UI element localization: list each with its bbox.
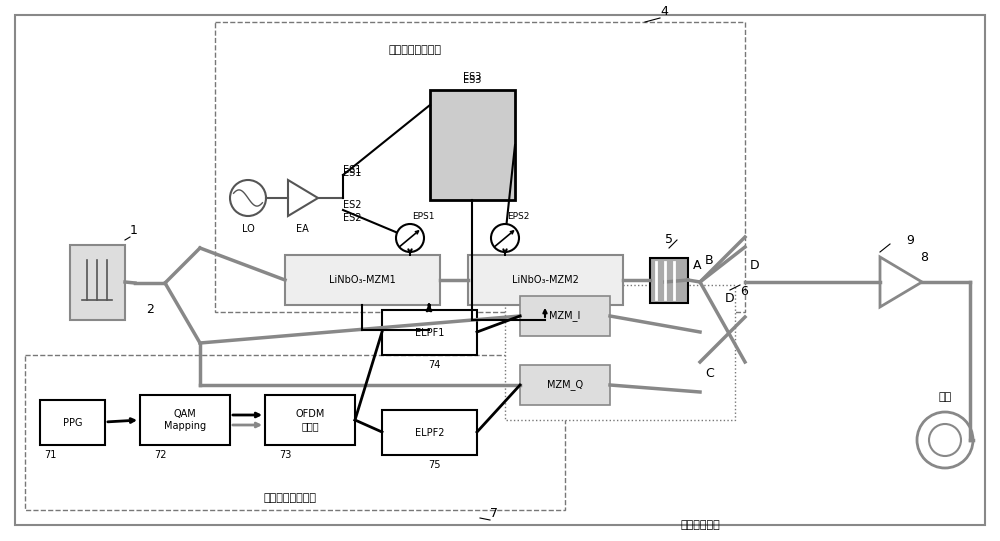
Text: 基带数据生成模块: 基带数据生成模块 [264,493,316,503]
Text: QAM
Mapping: QAM Mapping [164,409,206,431]
Bar [382,310,477,355]
Text: LiNbO₃-MZM2: LiNbO₃-MZM2 [512,275,579,285]
Text: ES3: ES3 [463,72,481,82]
Bar [430,90,515,200]
Text: EPS2: EPS2 [507,212,529,221]
Text: 本振信号生成模块: 本振信号生成模块 [388,45,442,55]
Text: 4: 4 [660,5,668,18]
Text: 7: 7 [490,507,498,520]
Bar [382,410,477,455]
Bar [215,22,745,312]
Bar [140,395,230,445]
Text: D: D [725,292,735,305]
Text: ES1: ES1 [343,165,361,175]
Bar [265,395,355,445]
Bar [25,355,565,510]
Text: 光信号发射端: 光信号发射端 [680,520,720,530]
Text: LO: LO [242,224,254,234]
Text: MZM_I: MZM_I [549,311,581,321]
Text: EA: EA [296,224,308,234]
Text: 1: 1 [130,224,138,237]
Text: 2: 2 [146,303,154,316]
Text: 75: 75 [428,460,440,470]
Text: PPG: PPG [63,418,82,427]
Text: ELPF2: ELPF2 [415,427,444,438]
Text: 6: 6 [740,285,748,298]
Text: 9: 9 [906,234,914,247]
Text: 71: 71 [44,450,56,460]
Text: 8: 8 [920,251,928,264]
Bar [468,255,623,305]
Text: ELPF1: ELPF1 [415,327,444,338]
Text: 72: 72 [154,450,166,460]
Text: 74: 74 [428,360,440,370]
Bar [70,245,125,320]
Text: 73: 73 [279,450,291,460]
Text: OFDM
调制器: OFDM 调制器 [295,409,325,431]
Text: C: C [705,367,714,380]
Bar [520,296,610,336]
Text: ES1: ES1 [343,168,361,178]
Text: ES2: ES2 [343,213,362,223]
Bar [520,365,610,405]
Text: ES2: ES2 [343,200,362,210]
Text: 5: 5 [665,233,673,246]
Circle shape [396,224,424,252]
Text: A: A [693,259,702,272]
Text: D: D [750,259,760,272]
Text: EPS1: EPS1 [412,212,434,221]
Circle shape [491,224,519,252]
Bar [40,400,105,445]
Text: B: B [705,254,714,267]
Text: LiNbO₃-MZM1: LiNbO₃-MZM1 [329,275,396,285]
Text: ES3: ES3 [463,75,481,85]
Bar [650,258,688,303]
Text: 光纤: 光纤 [938,392,952,402]
Text: MZM_Q: MZM_Q [547,380,583,391]
Bar [505,285,735,420]
Bar [285,255,440,305]
